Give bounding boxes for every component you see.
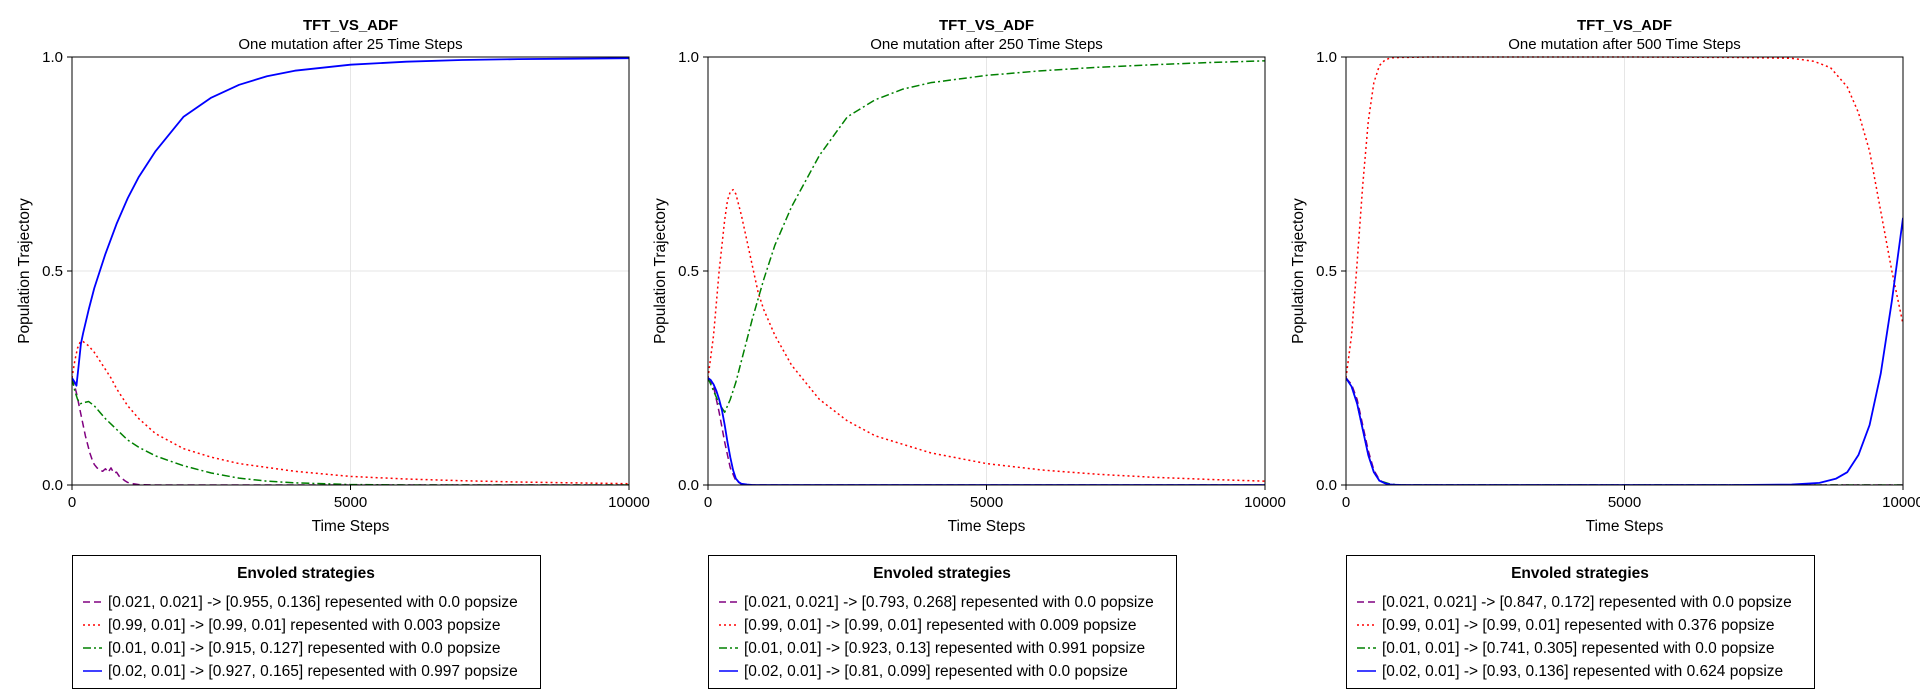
legend-entry-1: [0.021, 0.021] -> [0.955, 0.136] repesen… [108, 594, 518, 611]
x-tick-label: 0 [1342, 494, 1350, 511]
series-line-3 [708, 60, 1265, 413]
legend-entry-3: [0.01, 0.01] -> [0.915, 0.127] repesente… [108, 640, 501, 657]
legend-entry-1: [0.021, 0.021] -> [0.847, 0.172] repesen… [1382, 594, 1792, 611]
legend-box [1346, 555, 1815, 689]
series-line-1 [708, 377, 1265, 485]
y-tick-label: 1.0 [42, 49, 63, 66]
y-tick-label: 0.5 [678, 263, 699, 280]
series-line-4 [72, 57, 629, 387]
x-tick-label: 0 [704, 494, 712, 511]
y-tick-label: 1.0 [1316, 49, 1337, 66]
legend-entry-4: [0.02, 0.01] -> [0.81, 0.099] repesented… [744, 663, 1128, 680]
y-tick-label: 0.0 [1316, 477, 1337, 494]
chart-title: TFT_VS_ADF [939, 17, 1034, 34]
chart-panel-1: TFT_VS_ADF One mutation after 25 Time Ste… [16, 17, 650, 689]
legend-entry-3: [0.01, 0.01] -> [0.741, 0.305] repesente… [1382, 640, 1775, 657]
x-tick-label: 0 [68, 494, 76, 511]
legend: Envoled strategies [0.021, 0.021] -> [0.9… [72, 555, 541, 689]
series-group [72, 57, 629, 485]
x-axis-label: Time Steps [1586, 518, 1664, 535]
legend-entry-2: [0.99, 0.01] -> [0.99, 0.01] repesented … [108, 617, 501, 634]
series-line-2 [708, 188, 1265, 482]
y-axis-label: Population Trajectory [652, 198, 669, 344]
legend: Envoled strategies [0.021, 0.021] -> [0.7… [708, 555, 1177, 689]
x-tick-label: 10000 [1244, 494, 1286, 511]
y-tick-label: 0.5 [1316, 263, 1337, 280]
y-tick-label: 0.5 [42, 263, 63, 280]
x-tick-label: 5000 [334, 494, 367, 511]
legend-title: Envoled strategies [1511, 565, 1649, 582]
series-line-4 [1346, 217, 1903, 485]
chart-subtitle: One mutation after 500 Time Steps [1508, 36, 1741, 53]
chart-title: TFT_VS_ADF [303, 17, 398, 34]
y-tick-label: 0.0 [42, 477, 63, 494]
chart-subtitle: One mutation after 250 Time Steps [870, 36, 1103, 53]
x-tick-label: 5000 [970, 494, 1003, 511]
legend: Envoled strategies [0.021, 0.021] -> [0.8… [1346, 555, 1815, 689]
chart-panel-3: TFT_VS_ADF One mutation after 500 Time St… [1290, 17, 1920, 689]
legend-entry-3: [0.01, 0.01] -> [0.923, 0.13] repesented… [744, 640, 1145, 657]
x-axis-label: Time Steps [312, 518, 390, 535]
legend-entry-4: [0.02, 0.01] -> [0.93, 0.136] repesented… [1382, 663, 1783, 680]
legend-entry-1: [0.021, 0.021] -> [0.793, 0.268] repesen… [744, 594, 1154, 611]
x-tick-label: 10000 [608, 494, 650, 511]
x-tick-label: 5000 [1608, 494, 1641, 511]
series-line-1 [72, 377, 629, 485]
chart-title: TFT_VS_ADF [1577, 17, 1672, 34]
chart-panel-2: TFT_VS_ADF One mutation after 250 Time St… [652, 17, 1286, 689]
y-tick-label: 0.0 [678, 477, 699, 494]
chart-subtitle: One mutation after 25 Time Steps [238, 36, 462, 53]
series-line-3 [72, 377, 629, 485]
legend-box [72, 555, 541, 689]
y-tick-label: 1.0 [678, 49, 699, 66]
legend-box [708, 555, 1177, 689]
legend-title: Envoled strategies [237, 565, 375, 582]
legend-entry-2: [0.99, 0.01] -> [0.99, 0.01] repesented … [744, 617, 1137, 634]
legend-title: Envoled strategies [873, 565, 1011, 582]
y-axis-label: Population Trajectory [16, 198, 33, 344]
x-tick-label: 10000 [1882, 494, 1920, 511]
legend-entry-2: [0.99, 0.01] -> [0.99, 0.01] repesented … [1382, 617, 1775, 634]
y-axis-label: Population Trajectory [1290, 198, 1307, 344]
legend-entry-4: [0.02, 0.01] -> [0.927, 0.165] repesente… [108, 663, 518, 680]
x-axis-label: Time Steps [948, 518, 1026, 535]
